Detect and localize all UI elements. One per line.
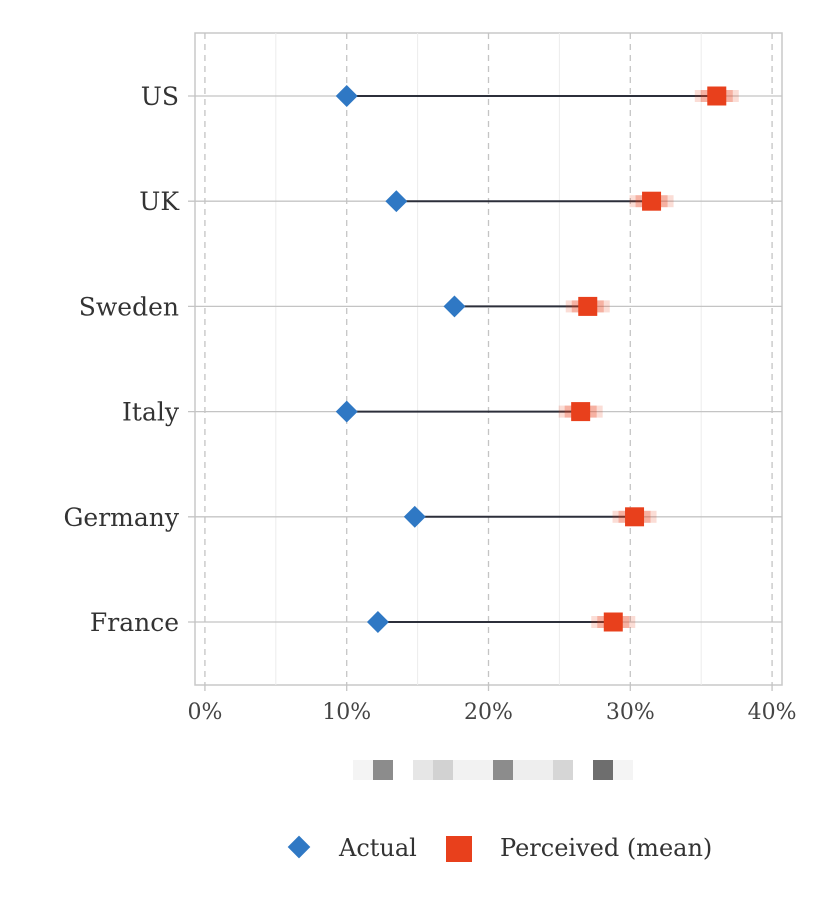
perceived-point [642, 191, 662, 211]
perceived-point [707, 86, 727, 106]
category-label: Italy [122, 398, 180, 427]
strip-cell [413, 760, 433, 780]
category-label: UK [139, 187, 180, 216]
bottom-strip [353, 760, 633, 780]
category-label: France [90, 608, 179, 637]
perceived-point [571, 402, 591, 422]
perceived-point [625, 507, 645, 527]
strip-cell [553, 760, 573, 780]
legend-item-actual: Actual [287, 834, 417, 862]
actual-point [403, 505, 426, 528]
actual-point [366, 611, 389, 633]
x-tick-label: 20% [464, 700, 513, 725]
grid-layer [204, 33, 773, 685]
strip-cell [473, 760, 493, 780]
strip-cell [593, 760, 613, 780]
strip-cell [533, 760, 553, 780]
perceived-point [603, 612, 623, 632]
row-france: France [90, 608, 782, 637]
legend-label-perceived: Perceived (mean) [500, 834, 712, 862]
legend-item-perceived: Perceived (mean) [446, 834, 712, 862]
x-tick-label: 30% [606, 700, 655, 725]
row-us: US [141, 82, 782, 111]
row-sweden: Sweden [79, 292, 782, 321]
category-label: US [141, 82, 179, 111]
actual-point [385, 190, 408, 213]
actual-point [443, 295, 466, 318]
row-germany: Germany [63, 503, 782, 532]
strip-cell [353, 760, 373, 780]
x-tick-label: 0% [187, 700, 222, 725]
strip-cell [433, 760, 453, 780]
actual-point [335, 85, 358, 107]
strip-cell [453, 760, 473, 780]
strip-cell [613, 760, 633, 780]
category-label: Germany [63, 503, 179, 532]
rows-layer: US UK Sweden Italy Germany France [63, 82, 782, 637]
perceived-point [578, 296, 598, 316]
tick-layer: 0% 10% 20% 30% 40% [187, 685, 797, 725]
x-tick-label: 10% [322, 700, 371, 725]
x-tick-label: 40% [748, 700, 797, 725]
row-italy: Italy [122, 398, 782, 427]
strip-cell [493, 760, 513, 780]
strip-cell [393, 760, 413, 780]
strip-cell [373, 760, 393, 780]
row-uk: UK [139, 187, 782, 216]
legend-square-marker [446, 836, 472, 862]
strip-cell [513, 760, 533, 780]
actual-point [335, 400, 358, 423]
category-label: Sweden [79, 292, 179, 321]
legend-diamond-marker [287, 835, 311, 859]
legend-label-actual: Actual [338, 834, 417, 862]
legend: Actual Perceived (mean) [287, 834, 712, 862]
strip-cell [573, 760, 593, 780]
